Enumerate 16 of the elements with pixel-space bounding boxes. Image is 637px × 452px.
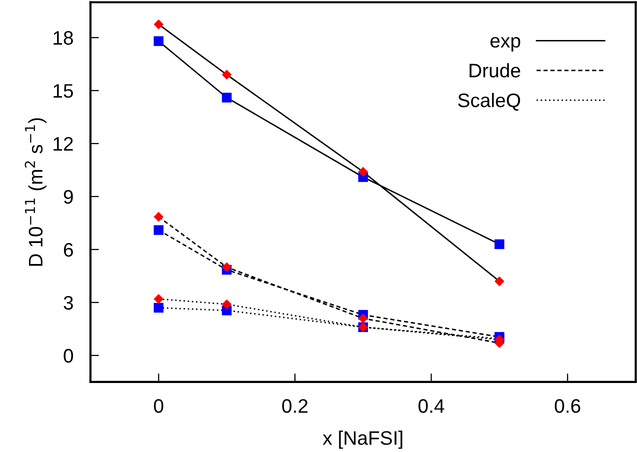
y-tick-label: 18: [54, 31, 73, 45]
x-tick-label: 0.2: [282, 399, 308, 413]
y-tick-label: 6: [64, 242, 73, 257]
legend-label: ScaleQ: [458, 92, 520, 111]
legend-label: Drude: [470, 63, 520, 78]
y-tick-label: 12: [54, 137, 73, 151]
x-tick-label: 0: [154, 399, 164, 413]
y-tick-label: 3: [64, 296, 73, 310]
legend-label: exp: [490, 37, 520, 52]
y-tick-label: 0: [64, 348, 74, 363]
y-axis-title: D 10$^{−11}$ (m$^{2}$ s$^{−1}$): [24, 118, 46, 266]
x-tick-label: 0.6: [554, 399, 580, 413]
y-tick-label: 15: [54, 84, 73, 98]
y-tick-label: 9: [64, 190, 73, 204]
x-tick-label: 0.4: [418, 399, 444, 413]
x-axis-title: x [NaFSI]: [322, 430, 402, 449]
